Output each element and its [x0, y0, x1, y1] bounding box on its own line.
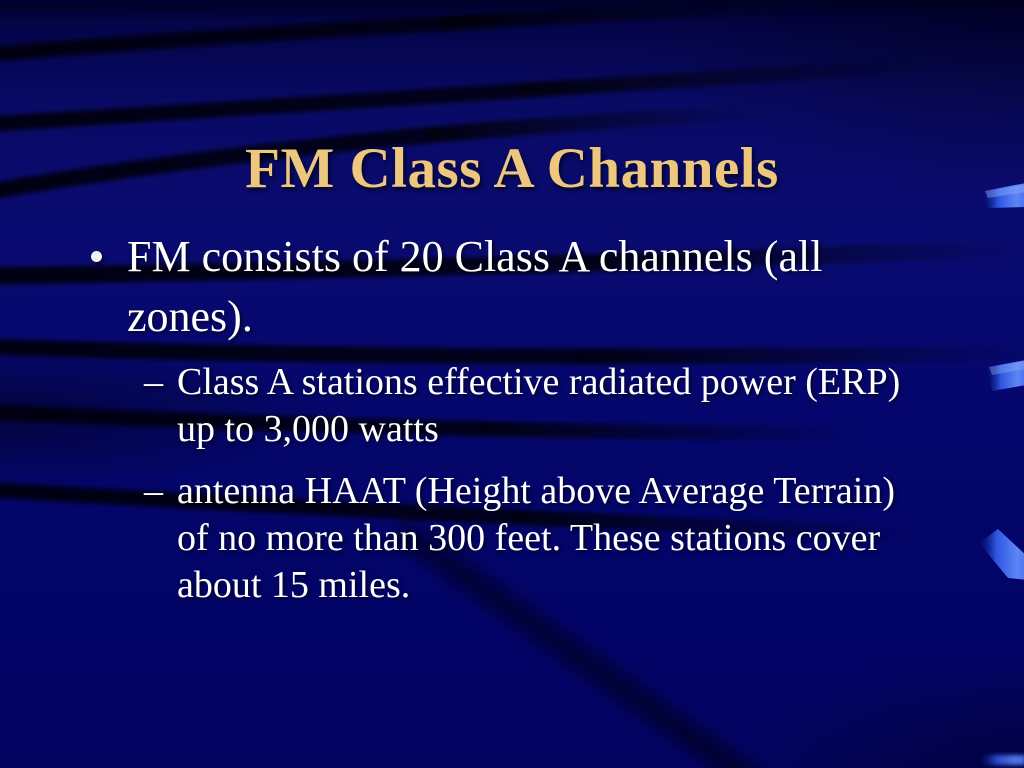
ribbon-highlight [989, 361, 1024, 375]
bullet-item: FM consists of 20 Class A channels (all … [127, 227, 822, 347]
ribbon-glow [981, 755, 1024, 765]
ribbon-accent [983, 183, 1024, 208]
ribbon-accent [987, 360, 1024, 391]
swoosh-band [0, 104, 771, 198]
bullet-line: antenna HAAT (Height above Average Terra… [177, 470, 896, 512]
bullet-line: zones). [127, 292, 253, 341]
bullet-line: up to 3,000 watts [177, 408, 439, 450]
bullet-line: FM consists of 20 Class A channels (all [127, 232, 823, 281]
dash-bullet-icon: – [144, 361, 163, 403]
dash-bullet-icon: – [144, 470, 163, 512]
swoosh-band [0, 404, 861, 442]
bullet-line: about 15 miles. [177, 564, 411, 606]
ribbon-accent [979, 529, 1024, 580]
ribbon-highlight [985, 184, 1024, 198]
bullet-line: Class A stations effective radiated powe… [177, 361, 901, 403]
swoosh-band [0, 239, 1024, 285]
sub-bullet-item: Class A stations effective radiated powe… [177, 359, 900, 453]
bullet-icon [91, 251, 102, 262]
page-title: FM Class A Channels [245, 137, 779, 201]
bullet-line: of no more than 300 feet. These stations… [177, 517, 881, 559]
swoosh-band [0, 0, 801, 61]
ribbon-accents [979, 183, 1024, 765]
swoosh-band [0, 482, 921, 542]
swoosh-bands [0, 0, 1024, 542]
sub-bullet-item: antenna HAAT (Height above Average Terra… [177, 468, 895, 609]
swoosh-band [0, 56, 941, 132]
swoosh-band [0, 339, 1024, 365]
